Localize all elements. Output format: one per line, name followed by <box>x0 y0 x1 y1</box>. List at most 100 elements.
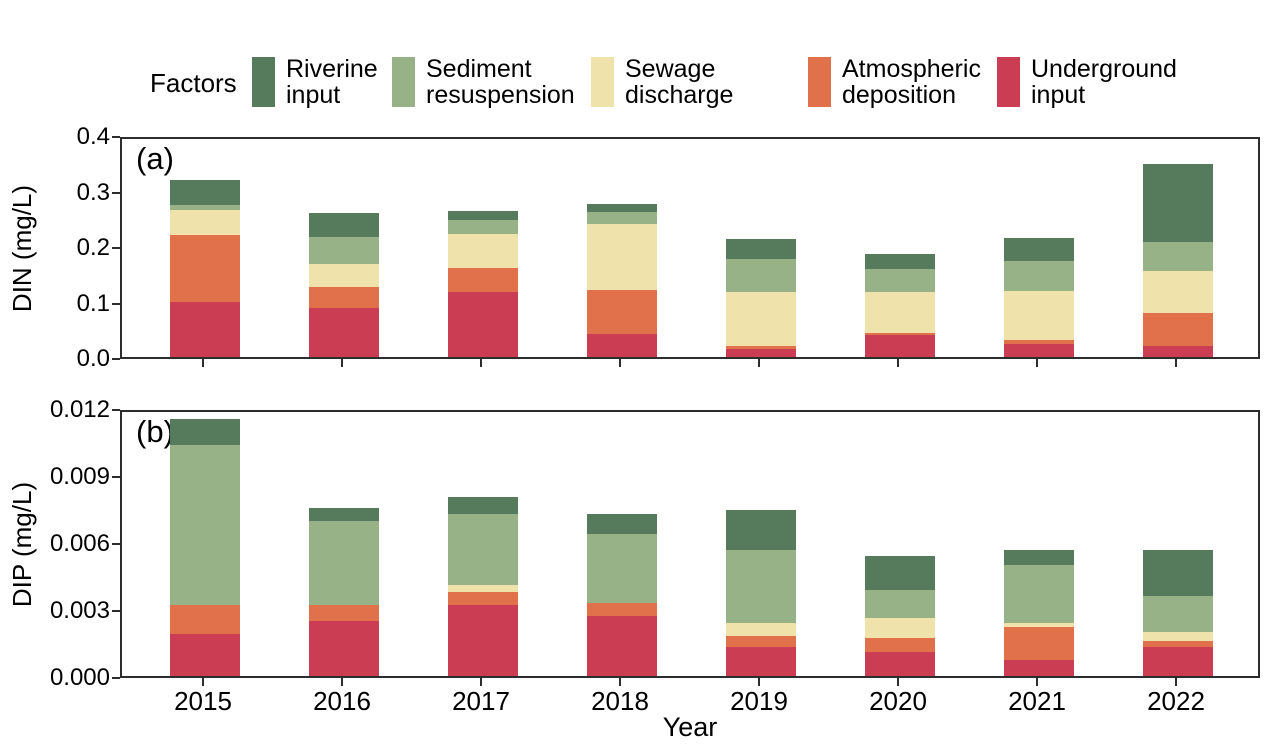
bar-segment <box>1004 260 1074 292</box>
panel-a-label: (a) <box>136 141 174 176</box>
legend-item-label: Sewage discharge <box>625 55 734 109</box>
legend-title: Factors <box>150 68 237 98</box>
bar-segment <box>865 556 935 590</box>
y-tick-label: 0.4 <box>76 123 110 150</box>
bar-segment <box>448 211 518 221</box>
y-tick-label: 0.006 <box>49 530 110 557</box>
bar-segment <box>1004 339 1074 345</box>
bar-segment <box>1004 627 1074 661</box>
legend-swatch <box>808 57 831 107</box>
bar-2020 <box>865 556 935 676</box>
bar-2019 <box>726 238 796 357</box>
x-tick-mark <box>341 678 343 686</box>
bar-segment <box>309 507 379 521</box>
panel-a-plot: (a) <box>120 137 1260 359</box>
bar-segment <box>1143 346 1213 357</box>
x-tick-label: 2021 <box>1008 686 1066 716</box>
bar-segment <box>309 620 379 676</box>
x-tick-mark <box>1175 359 1177 367</box>
y-tick-mark <box>112 302 120 305</box>
bar-segment <box>1004 344 1074 357</box>
x-tick-mark <box>758 678 760 686</box>
bar-segment <box>1143 163 1213 243</box>
bar-segment <box>726 292 796 346</box>
x-axis-title: Year <box>662 712 718 742</box>
legend-swatch <box>997 57 1020 107</box>
bar-segment <box>1004 565 1074 623</box>
x-tick-mark <box>1036 359 1038 367</box>
x-tick-mark <box>897 678 899 686</box>
y-tick-label: 0.003 <box>49 597 110 624</box>
bar-2016 <box>309 507 379 676</box>
bar-segment <box>726 636 796 648</box>
bar-segment <box>170 418 240 446</box>
x-tick-label: 2019 <box>730 686 788 716</box>
bar-segment <box>170 204 240 211</box>
bar-segment <box>587 602 657 617</box>
bar-2020 <box>865 253 935 357</box>
y-tick-mark <box>112 543 120 545</box>
bar-segment <box>170 445 240 606</box>
bar-segment <box>309 213 379 237</box>
bar-segment <box>448 514 518 586</box>
y-tick-mark <box>112 191 120 194</box>
bar-segment <box>865 618 935 639</box>
panel-b-label: (b) <box>136 414 174 449</box>
legend-swatch <box>252 57 275 107</box>
bar-segment <box>1004 660 1074 676</box>
x-tick-mark <box>480 678 482 686</box>
bar-segment <box>309 308 379 357</box>
y-tick-label: 0.0 <box>76 345 110 372</box>
x-tick-label: 2020 <box>869 686 927 716</box>
bar-segment <box>1143 313 1213 346</box>
y-tick-mark <box>112 247 120 249</box>
bar-segment <box>865 292 935 333</box>
bar-segment <box>865 638 935 652</box>
bar-segment <box>170 633 240 676</box>
legend-item-underground-input: Underground input <box>997 56 1177 108</box>
bar-segment <box>1143 549 1213 597</box>
bar-segment <box>587 534 657 603</box>
bar-segment <box>1143 647 1213 676</box>
y-tick-label: 0.3 <box>76 178 110 206</box>
bar-segment <box>170 210 240 235</box>
x-tick-mark <box>1175 678 1177 686</box>
x-tick-mark <box>619 678 621 686</box>
x-tick-mark <box>202 678 204 686</box>
bar-segment <box>726 348 796 357</box>
bar-2019 <box>726 509 796 676</box>
bar-2018 <box>587 204 657 357</box>
bar-segment <box>448 292 518 357</box>
bar-segment <box>865 651 935 676</box>
bar-segment <box>865 269 935 293</box>
bar-2015 <box>170 179 240 357</box>
bar-segment <box>448 220 518 235</box>
x-tick-mark <box>341 359 343 367</box>
bar-segment <box>726 346 796 349</box>
bar-2021 <box>1004 549 1074 676</box>
bar-segment <box>1143 631 1213 641</box>
bar-segment <box>448 585 518 592</box>
panel-b-bars <box>122 412 1258 676</box>
bar-segment <box>865 335 935 357</box>
y-tick-mark <box>112 358 120 360</box>
bar-segment <box>448 591 518 606</box>
bar-segment <box>309 605 379 621</box>
bar-segment <box>587 514 657 535</box>
y-tick-mark <box>112 610 120 612</box>
bar-segment <box>170 179 240 205</box>
bar-segment <box>587 333 657 357</box>
bar-segment <box>1143 242 1213 272</box>
x-tick-label: 2022 <box>1147 686 1205 716</box>
y-tick-label: 0.1 <box>76 289 110 317</box>
bar-segment <box>726 258 796 293</box>
y-tick-mark <box>112 409 120 411</box>
y-tick-label: 0.2 <box>76 234 110 261</box>
y-tick-mark <box>112 677 120 679</box>
y-tick-mark <box>112 136 120 138</box>
legend-swatch <box>591 57 614 107</box>
x-tick-mark <box>1036 678 1038 686</box>
bar-segment <box>726 509 796 550</box>
bar-segment <box>726 549 796 623</box>
